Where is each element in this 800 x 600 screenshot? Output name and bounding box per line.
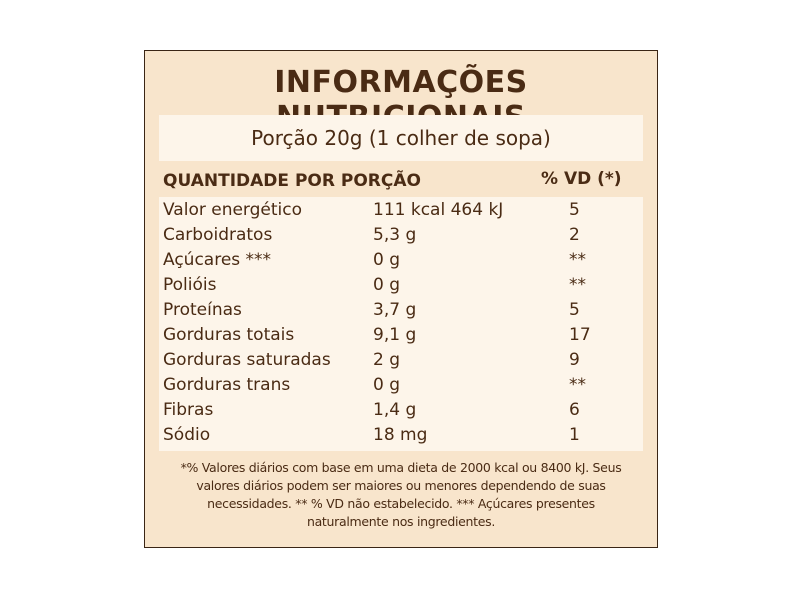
nutrient-amount: 0 g bbox=[373, 250, 401, 270]
nutrient-vd: ** bbox=[569, 375, 586, 395]
nutrition-facts-label: INFORMAÇÕES NUTRICIONAIS Porção 20g (1 c… bbox=[144, 50, 658, 548]
nutrient-amount: 18 mg bbox=[373, 425, 428, 445]
nutrient-name: Fibras bbox=[163, 400, 214, 420]
nutrient-vd: ** bbox=[569, 250, 586, 270]
nutrient-name: Gorduras trans bbox=[163, 375, 291, 395]
table-row: Fibras 1,4 g 6 bbox=[159, 397, 643, 422]
nutrient-vd: 5 bbox=[569, 200, 580, 220]
nutrient-name: Carboidratos bbox=[163, 225, 273, 245]
nutrient-name: Sódio bbox=[163, 425, 211, 445]
nutrient-amount: 1,4 g bbox=[373, 400, 417, 420]
nutrient-amount: 5,3 g bbox=[373, 225, 417, 245]
table-row: Gorduras totais 9,1 g 17 bbox=[159, 322, 643, 347]
table-header: QUANTIDADE POR PORÇÃO % VD (*) bbox=[159, 163, 643, 197]
table-row: Gorduras saturadas 2 g 9 bbox=[159, 347, 643, 372]
table-row: Polióis 0 g ** bbox=[159, 272, 643, 297]
table-row: Gorduras trans 0 g ** bbox=[159, 372, 643, 397]
nutrient-vd: 17 bbox=[569, 325, 591, 345]
table-row: Açúcares *** 0 g ** bbox=[159, 247, 643, 272]
nutrient-vd: 6 bbox=[569, 400, 580, 420]
nutrient-amount: 9,1 g bbox=[373, 325, 417, 345]
footnote-line: necessidades. ** % VD não estabelecido. … bbox=[207, 496, 595, 511]
nutrient-vd: 2 bbox=[569, 225, 580, 245]
footnote-line: *% Valores diários com base em uma dieta… bbox=[180, 460, 622, 475]
table-row: Carboidratos 5,3 g 2 bbox=[159, 222, 643, 247]
footnote-line: naturalmente nos ingredientes. bbox=[306, 514, 496, 529]
footnote-line: valores diários podem ser maiores ou men… bbox=[196, 478, 606, 493]
header-quantity: QUANTIDADE POR PORÇÃO bbox=[163, 171, 421, 191]
nutrient-name: Proteínas bbox=[163, 300, 242, 320]
nutrient-amount: 0 g bbox=[373, 375, 401, 395]
nutrient-amount: 0 g bbox=[373, 275, 401, 295]
nutrient-vd: ** bbox=[569, 275, 586, 295]
table-row: Valor energético 111 kcal 464 kJ 5 bbox=[159, 197, 643, 222]
nutrient-name: Valor energético bbox=[163, 200, 303, 220]
nutrient-amount: 111 kcal 464 kJ bbox=[373, 200, 504, 220]
serving-size: Porção 20g (1 colher de sopa) bbox=[159, 115, 643, 161]
table-row: Proteínas 3,7 g 5 bbox=[159, 297, 643, 322]
nutrient-vd: 9 bbox=[569, 350, 580, 370]
nutrient-vd: 5 bbox=[569, 300, 580, 320]
nutrient-table: Valor energético 111 kcal 464 kJ 5 Carbo… bbox=[159, 197, 643, 451]
nutrient-name: Gorduras totais bbox=[163, 325, 295, 345]
nutrient-name: Gorduras saturadas bbox=[163, 350, 331, 370]
nutrient-amount: 3,7 g bbox=[373, 300, 417, 320]
table-row: Sódio 18 mg 1 bbox=[159, 422, 643, 447]
header-vd: % VD (*) bbox=[541, 169, 622, 189]
nutrient-vd: 1 bbox=[569, 425, 580, 445]
nutrient-name: Açúcares *** bbox=[163, 250, 272, 270]
footnote: *% Valores diários com base em uma dieta… bbox=[151, 459, 651, 531]
nutrient-name: Polióis bbox=[163, 275, 217, 295]
nutrient-amount: 2 g bbox=[373, 350, 401, 370]
